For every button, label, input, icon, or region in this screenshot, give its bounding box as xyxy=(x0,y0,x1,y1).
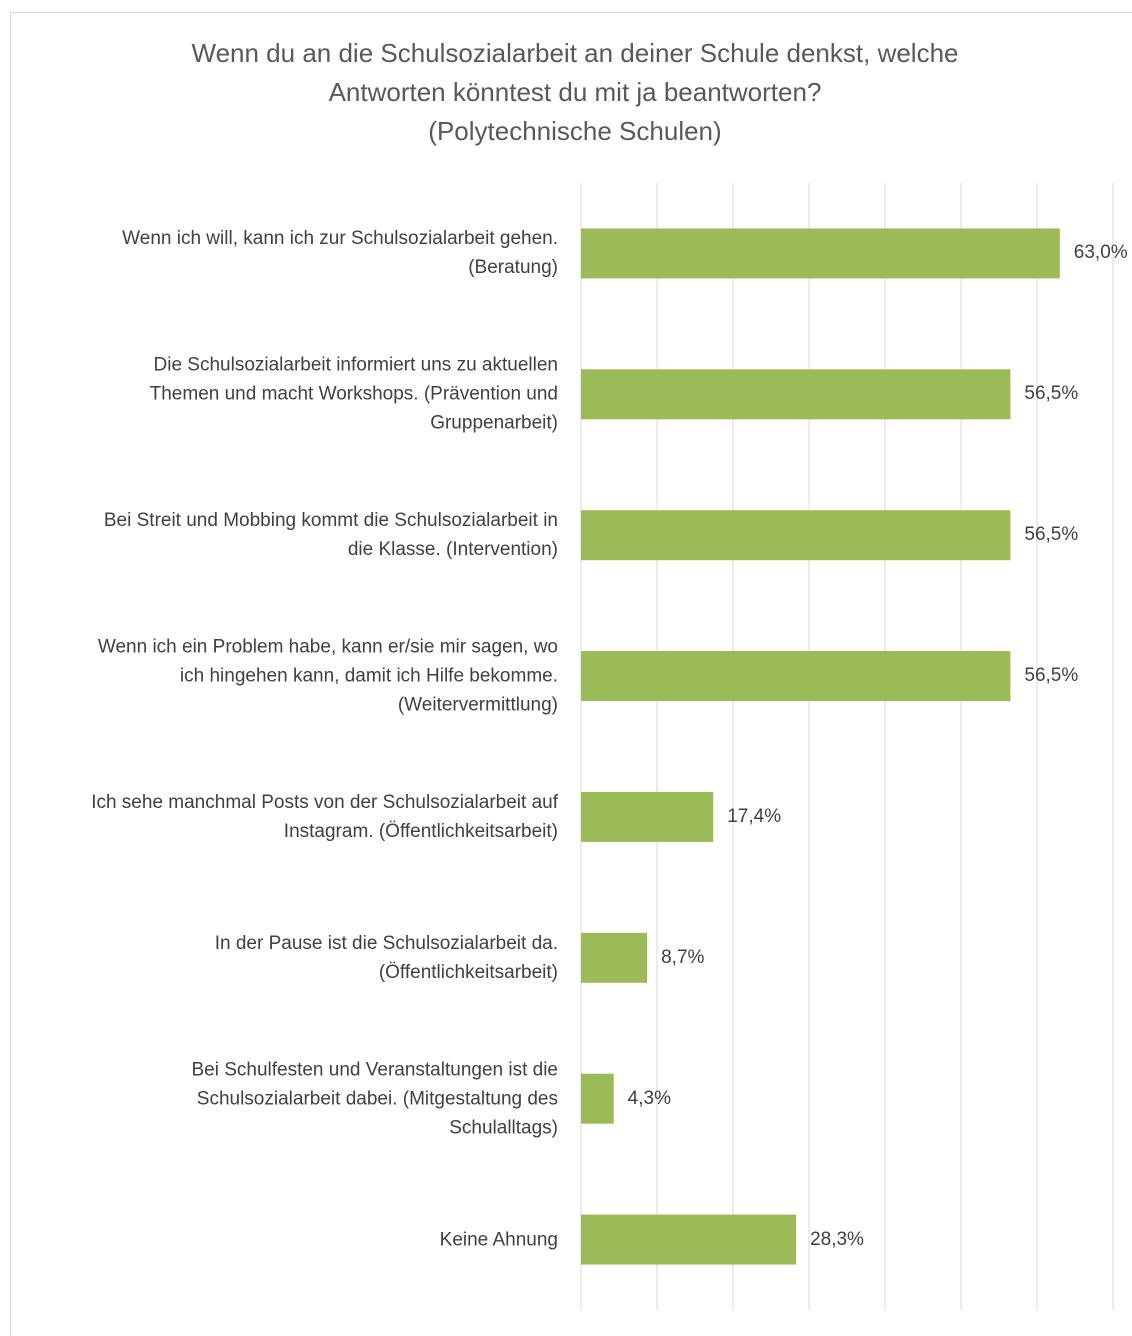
y-tick-label: Wenn ich ein Problem habe, kann er/sie m… xyxy=(97,636,558,716)
bar xyxy=(581,791,714,842)
data-label: 63,0% xyxy=(1073,242,1128,264)
y-tick-label: Ich sehe manchmal Posts von der Schulsoz… xyxy=(91,791,558,842)
y-tick-label: Die Schulsozialarbeit informiert uns zu … xyxy=(149,354,558,434)
data-label: 8,7% xyxy=(661,946,705,968)
chart-title: Wenn du an die Schulsozialarbeit an dein… xyxy=(191,38,959,146)
bar xyxy=(581,932,648,983)
bar xyxy=(581,369,1011,420)
chart-frame xyxy=(10,12,1132,1336)
y-tick-label: In der Pause ist die Schulsozialarbeit d… xyxy=(214,932,558,983)
data-label: 4,3% xyxy=(627,1087,671,1109)
bar xyxy=(581,651,1011,702)
y-tick-label: Bei Schulfesten und Veranstaltungen ist … xyxy=(191,1059,558,1139)
data-label: 56,5% xyxy=(1024,665,1079,687)
data-label: 56,5% xyxy=(1024,524,1079,546)
y-tick-label: Keine Ahnung xyxy=(439,1229,558,1251)
bar xyxy=(581,1073,614,1124)
data-label: 56,5% xyxy=(1024,383,1079,405)
y-tick-label: Bei Streit und Mobbing kommt die Schulso… xyxy=(103,510,558,561)
bar xyxy=(581,228,1060,279)
bar xyxy=(581,1214,797,1265)
data-label: 17,4% xyxy=(727,805,782,827)
data-label: 28,3% xyxy=(810,1228,864,1250)
bar xyxy=(581,510,1011,561)
y-tick-label: Wenn ich will, kann ich zur Schulsoziala… xyxy=(122,228,558,279)
